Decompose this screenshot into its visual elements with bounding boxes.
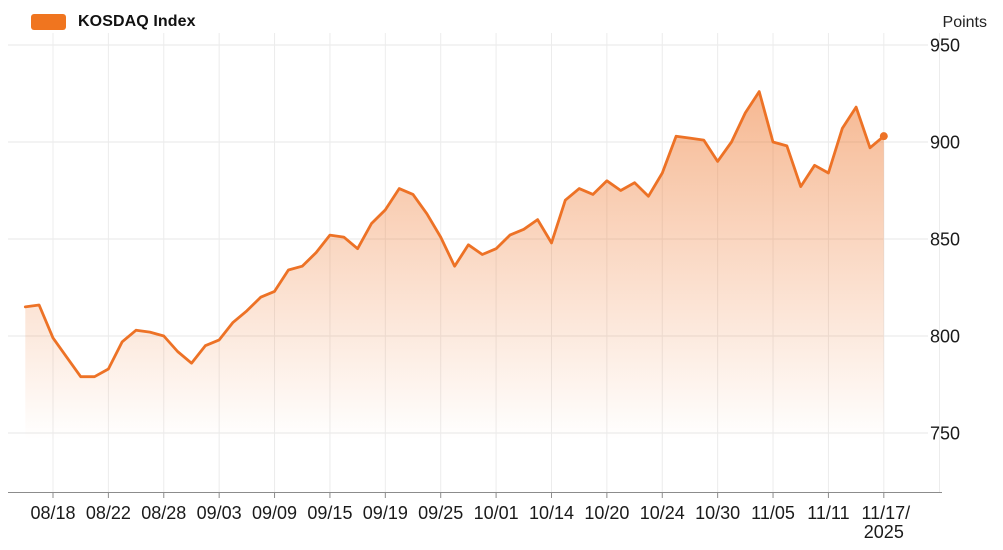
x-tick-label: 11/11 <box>807 503 849 523</box>
x-tick-label: 09/25 <box>418 503 463 523</box>
y-axis-unit-label: Points <box>942 14 987 31</box>
kosdaq-area-fill <box>25 91 884 493</box>
x-tick-label: 10/01 <box>474 503 519 523</box>
legend-label: KOSDAQ Index <box>78 13 196 30</box>
x-tick-label: 09/03 <box>197 503 242 523</box>
x-tick-label: 10/20 <box>584 503 629 523</box>
x-tick-label: 09/15 <box>307 503 352 523</box>
y-tick-label: 900 <box>930 133 960 153</box>
x-tick-label: 11/05 <box>751 503 795 523</box>
x-tick-label: 08/28 <box>141 503 186 523</box>
legend-item-kosdaq[interactable]: KOSDAQ Index <box>31 13 196 31</box>
legend-swatch-icon <box>31 14 66 30</box>
x-tick-label: 10/24 <box>640 503 685 523</box>
x-tick-label: 09/09 <box>252 503 297 523</box>
x-tick-label-year: 2025 <box>864 522 904 542</box>
last-point-marker <box>879 132 888 141</box>
x-tick-label: 10/30 <box>695 503 740 523</box>
x-tick-label: 08/18 <box>30 503 75 523</box>
y-tick-label: 750 <box>930 424 960 444</box>
y-tick-label: 850 <box>930 230 960 250</box>
y-tick-label: 800 <box>930 327 960 347</box>
x-tick-label: 08/22 <box>86 503 131 523</box>
y-tick-label: 950 <box>930 36 960 56</box>
kosdaq-line <box>23 90 886 379</box>
x-tick-label: 10/14 <box>529 503 574 523</box>
legend: KOSDAQ Index <box>31 13 196 31</box>
x-tick-label: 09/19 <box>363 503 408 523</box>
x-tick-label: 11/17/ <box>861 503 910 523</box>
